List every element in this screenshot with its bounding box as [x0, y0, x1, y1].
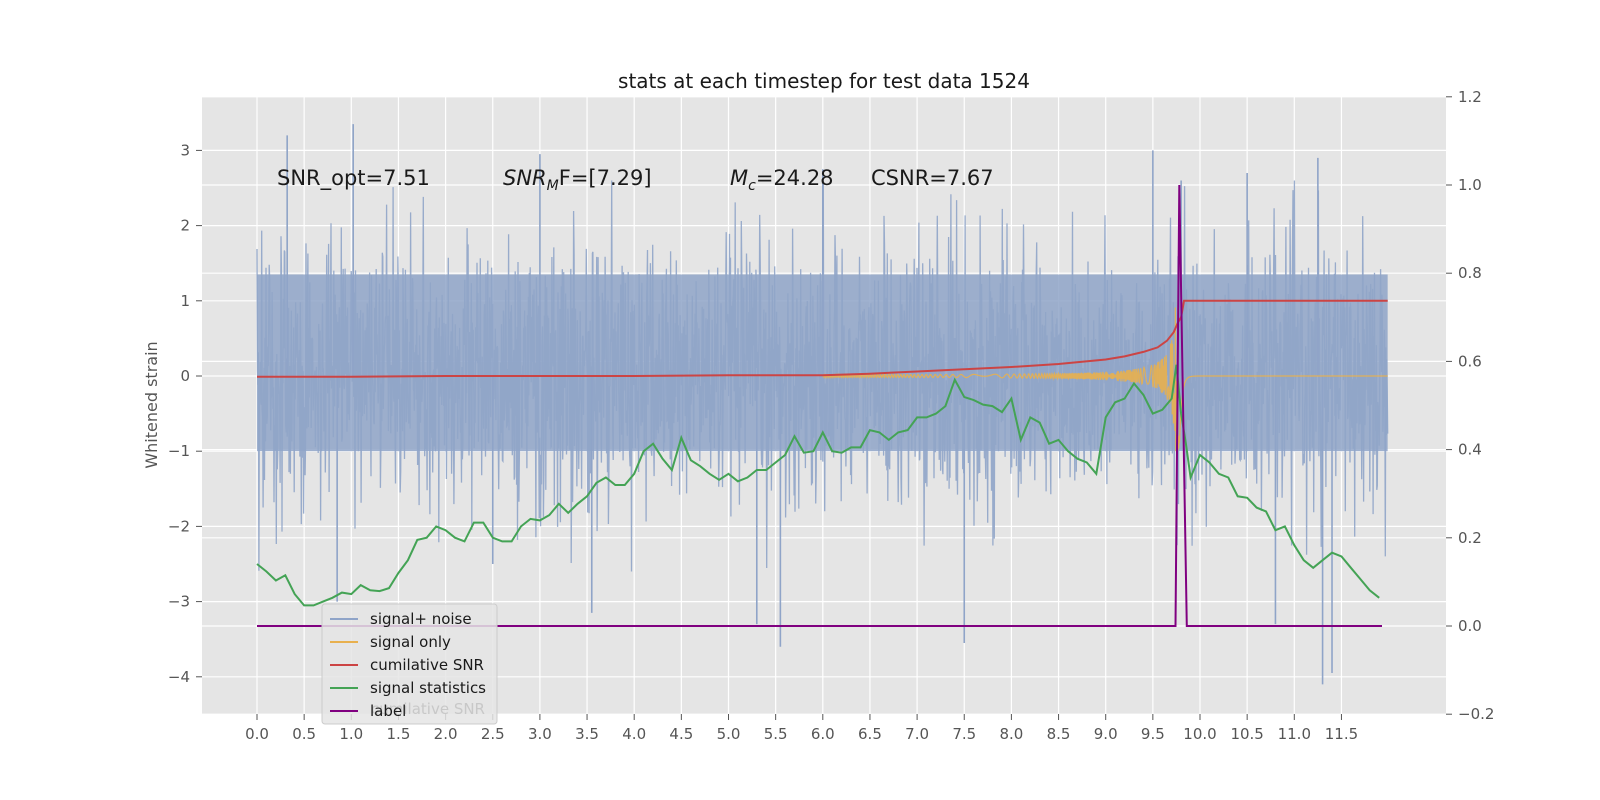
- y-tick-label: −3: [168, 593, 190, 611]
- y2-tick-label: 0.4: [1458, 441, 1482, 459]
- x-tick-label: 4.0: [622, 725, 646, 743]
- y-tick-label: −4: [168, 668, 190, 686]
- series-0: [256, 124, 1389, 685]
- annotation-snr-mf-rest-text: F=[7.29]: [559, 166, 652, 190]
- x-tick-label: 8.5: [1047, 725, 1071, 743]
- x-tick-label: 7.5: [952, 725, 976, 743]
- line-trace: [257, 299, 1388, 378]
- y-tick-label: 0: [180, 367, 190, 385]
- x-tick-label: 11.5: [1325, 725, 1358, 743]
- annotation-csnr: CSNR=7.67: [871, 166, 994, 190]
- series-4: [257, 184, 1382, 627]
- annotation-mc: Mc=24.28: [730, 166, 834, 194]
- y-tick-label: 2: [180, 217, 190, 235]
- annotation-snr-mf-rest: F=[7.29]: [559, 166, 652, 190]
- y2-tick-label: 0.8: [1458, 264, 1482, 282]
- legend-label: signal statistics: [370, 679, 486, 697]
- x-tick-label: 11.0: [1278, 725, 1311, 743]
- y-axis-label: Whitened strain: [142, 341, 161, 468]
- annotation-mc-rest: =24.28: [756, 166, 834, 190]
- series-3: [256, 364, 1380, 607]
- x-tick-label: 1.0: [339, 725, 363, 743]
- x-tick-label: 4.5: [669, 725, 693, 743]
- legend-label: cumilative SNR: [370, 656, 484, 674]
- y2-tick-label: 0.2: [1458, 529, 1482, 547]
- annotation-snr-mf: SNRMF=[7.29]: [503, 166, 652, 194]
- y-tick-label: 1: [180, 292, 190, 310]
- x-tick-label: 3.0: [528, 725, 552, 743]
- legend-ghost-text: cumilative SNR: [371, 700, 485, 718]
- x-tick-label: 2.0: [434, 725, 458, 743]
- y2-tick-label: 1.2: [1458, 88, 1482, 106]
- y2-tick-label: 0.0: [1458, 617, 1482, 635]
- annotation-snr-opt: SNR_opt=7.51: [277, 166, 430, 191]
- x-tick-label: 10.0: [1183, 725, 1216, 743]
- legend-box: [321, 603, 498, 725]
- legend-label: signal+ noise: [370, 610, 472, 628]
- annotation-mc-base: M: [730, 166, 748, 190]
- y-tick-label: −2: [168, 517, 190, 535]
- legend-label: label: [370, 702, 406, 720]
- y-tick-label: 3: [180, 141, 190, 159]
- y2-tick-label: 1.0: [1458, 176, 1482, 194]
- x-tick-label: 6.5: [858, 725, 882, 743]
- line-trace: [256, 364, 1380, 607]
- series-layer: [256, 124, 1389, 685]
- legend: cumilative SNR signal+ noise signal only c…: [321, 603, 498, 725]
- x-tick-label: 5.0: [717, 725, 741, 743]
- series-2: [257, 299, 1388, 378]
- line-trace: [257, 184, 1382, 627]
- tick-layer: 0.0 0.5 1.0 1.5 2.0 2.5 3.0 3.5 4.0 4.5 5.0 5.5 6.0 6…: [168, 88, 1495, 743]
- chirp-trace: [822, 307, 1388, 452]
- x-tick-label: 8.0: [999, 725, 1023, 743]
- x-tick-label: 0.0: [245, 725, 269, 743]
- annotation-snr-mf-sub: M: [547, 178, 559, 194]
- y2-tick-label: −0.2: [1458, 705, 1494, 723]
- legend-items: signal+ noise signal only cumilative SNR si…: [330, 610, 486, 720]
- x-tick-label: 9.5: [1141, 725, 1165, 743]
- y-tick-label: −1: [168, 442, 190, 460]
- x-tick-label: 10.5: [1230, 725, 1263, 743]
- legend-label: signal only: [370, 633, 451, 651]
- y2-tick-label: 0.6: [1458, 352, 1482, 370]
- annotation-mc-sub: c: [748, 178, 756, 194]
- x-tick-label: 7.0: [905, 725, 929, 743]
- x-tick-label: 3.5: [575, 725, 599, 743]
- series-1: [822, 307, 1388, 452]
- x-tick-label: 0.5: [292, 725, 316, 743]
- annotations: SNR_opt=7.51 SNRMF=[7.29] Mc=24.28 CSNR=…: [277, 166, 994, 194]
- x-tick-label: 2.5: [481, 725, 505, 743]
- x-tick-label: 1.5: [387, 725, 411, 743]
- x-tick-label: 9.0: [1094, 725, 1118, 743]
- x-tick-label: 6.0: [811, 725, 835, 743]
- x-tick-label: 5.5: [764, 725, 788, 743]
- annotation-snr-mf-base: SNR: [503, 166, 547, 190]
- chart-title: stats at each timestep for test data 152…: [618, 69, 1030, 93]
